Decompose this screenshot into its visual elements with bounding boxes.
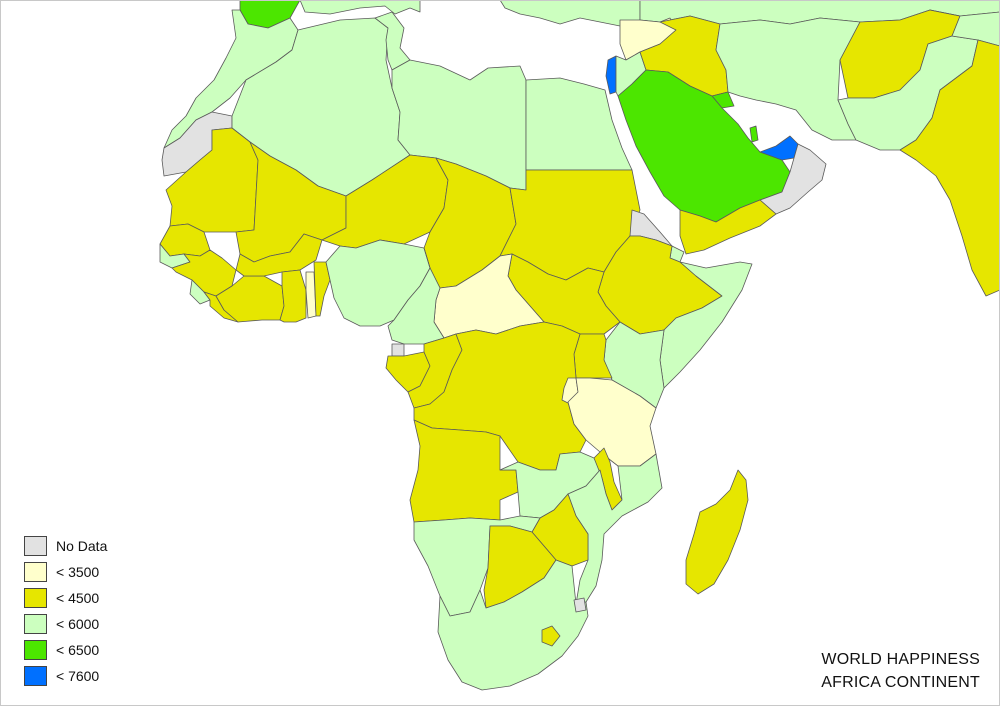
legend-label: < 6000 (56, 616, 100, 632)
region-mozambique (567, 453, 663, 605)
legend-swatch (24, 536, 47, 556)
legend-item-no-data: No Data (24, 533, 154, 559)
legend-swatch (24, 562, 47, 582)
legend-label: < 7600 (56, 668, 100, 684)
region-israel (605, 55, 617, 95)
region-equatorial-guinea (391, 343, 405, 357)
region-qatar (749, 125, 759, 143)
legend-swatch (24, 666, 47, 686)
region-ghana (279, 269, 307, 323)
region-india (899, 39, 1000, 297)
region-madagascar (685, 469, 749, 595)
legend-item-lt-4500: < 4500 (24, 585, 154, 611)
legend-swatch (24, 588, 47, 608)
region-sierra-leone (189, 279, 211, 305)
region-burkina-faso (235, 233, 323, 277)
region-togo (305, 271, 317, 319)
map-title-line-1: WORLD HAPPINESS (821, 651, 980, 668)
legend-item-lt-6000: < 6000 (24, 611, 154, 637)
legend-swatch (24, 614, 47, 634)
legend-label: No Data (56, 538, 108, 554)
legend-swatch (24, 640, 47, 660)
region-angola (409, 419, 519, 523)
legend-item-lt-3500: < 3500 (24, 559, 154, 585)
region-yemen (679, 199, 777, 255)
legend-item-lt-7600: < 7600 (24, 663, 154, 689)
region-somalia (659, 261, 753, 389)
region-lesotho (541, 625, 561, 647)
region-europe-south (299, 0, 421, 15)
region-niger (321, 154, 449, 249)
legend-label: < 6500 (56, 642, 100, 658)
map-title-line-2: AFRICA CONTINENT (821, 674, 980, 691)
map-legend: No Data < 3500 < 4500 < 6000 < 6500 < 76… (24, 533, 154, 689)
region-oman (759, 143, 827, 215)
legend-label: < 3500 (56, 564, 100, 580)
legend-label: < 4500 (56, 590, 100, 606)
region-eswatini (573, 597, 587, 613)
region-iran (715, 17, 861, 141)
map-title: WORLD HAPPINESS AFRICA CONTINENT (821, 648, 980, 694)
legend-item-lt-6500: < 6500 (24, 637, 154, 663)
